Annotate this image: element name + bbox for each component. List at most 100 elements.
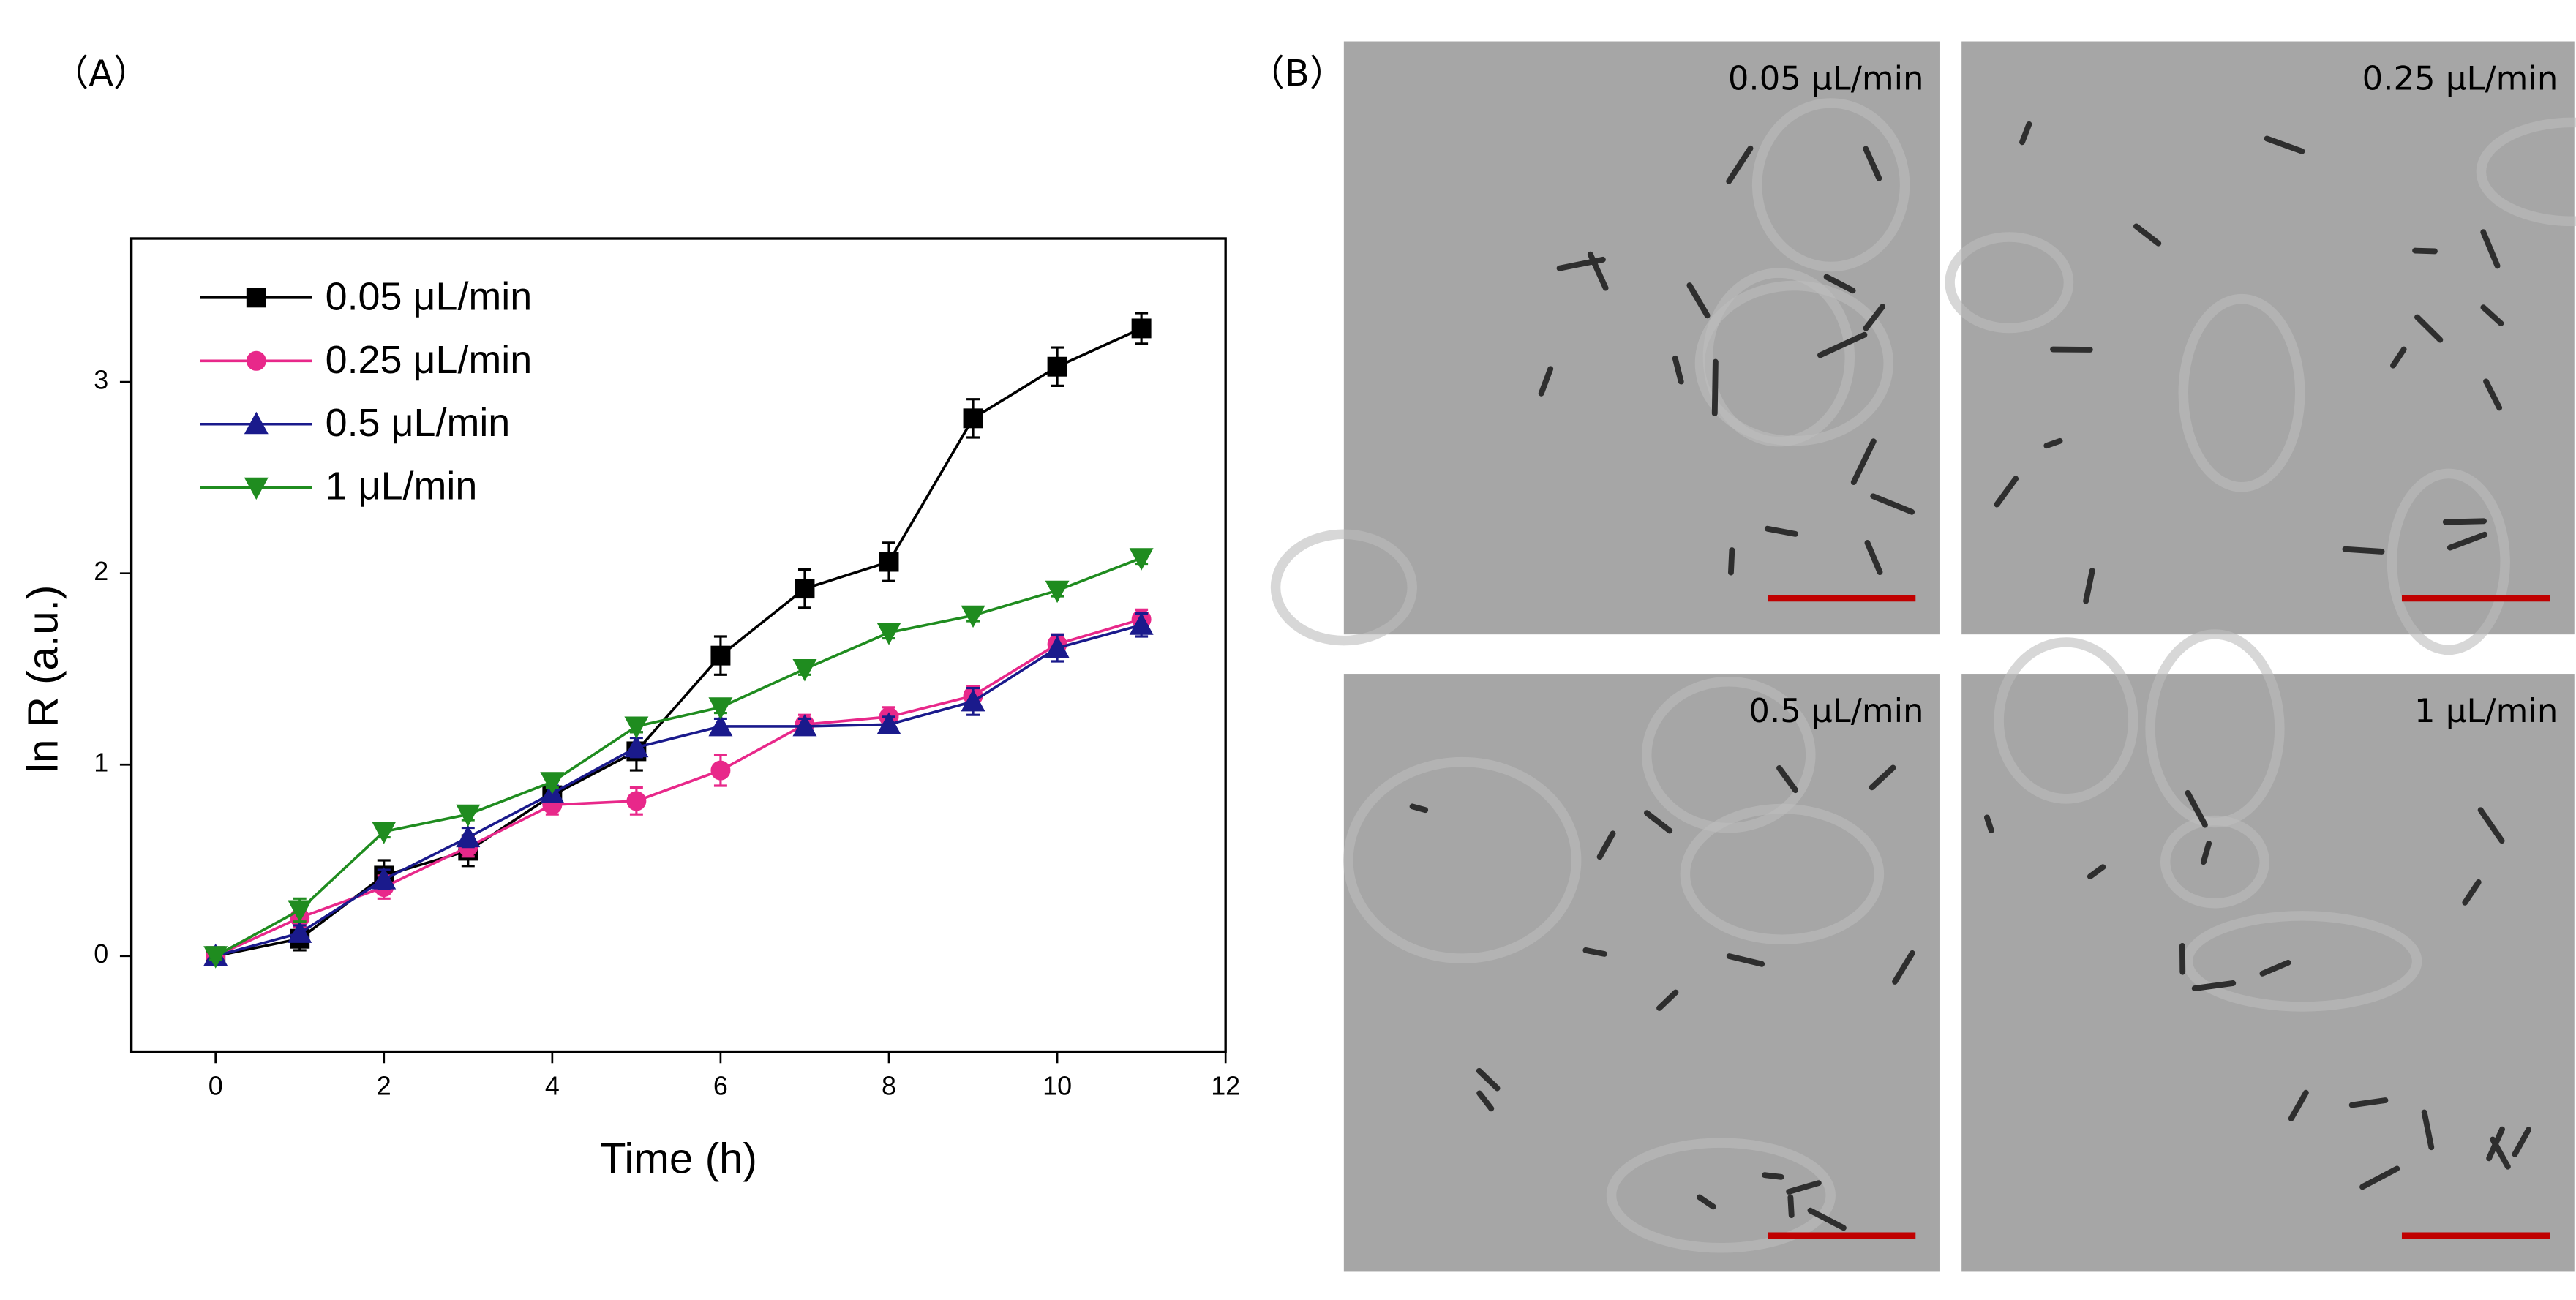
bacterium — [1726, 953, 1765, 967]
x-tick-label: 12 — [1211, 1070, 1240, 1100]
bacterium — [2421, 1109, 2435, 1151]
legend-label: 1 μL/min — [326, 465, 478, 508]
bacterium — [1864, 540, 1883, 575]
marker — [963, 408, 983, 429]
marker — [626, 791, 647, 811]
micrograph-label: 1 μL/min — [2414, 691, 2558, 730]
halo — [1694, 280, 1893, 446]
bacterium — [1787, 1194, 1795, 1219]
marker — [1129, 548, 1154, 571]
marker — [876, 712, 901, 734]
bacterium — [2412, 247, 2438, 255]
bacterium — [2480, 229, 2501, 269]
marker — [708, 713, 733, 737]
bacterium — [2259, 959, 2291, 977]
series-line — [215, 327, 1142, 958]
halo — [1751, 98, 1910, 272]
bacterium — [1711, 358, 1719, 417]
marker — [792, 713, 817, 737]
panel-label: （B） — [1249, 52, 1346, 94]
marker — [372, 867, 397, 890]
bacterium — [2462, 879, 2482, 906]
bacterium — [2083, 568, 2095, 604]
bacterium — [2264, 135, 2305, 154]
halo — [1945, 232, 2074, 334]
y-tick-label: 2 — [94, 556, 108, 586]
legend-label: 0.25 μL/min — [326, 338, 533, 382]
marker — [876, 623, 901, 645]
bacterium — [2191, 980, 2237, 991]
bacterium — [2087, 864, 2106, 879]
y-tick-label: 1 — [94, 748, 108, 778]
bacterium — [1476, 1067, 1501, 1092]
bacterium — [2348, 1097, 2389, 1108]
halo — [1606, 1138, 1836, 1253]
bacterium — [1476, 1090, 1495, 1112]
plot-frame — [129, 237, 1227, 1053]
halo — [2182, 911, 2422, 1012]
marker — [879, 552, 899, 572]
x-tick-label: 4 — [545, 1070, 560, 1100]
x-axis-label: Time (h) — [600, 1135, 757, 1182]
bacterium — [1596, 830, 1616, 860]
bacterium — [1817, 331, 1868, 358]
bacterium — [1672, 355, 1684, 385]
bacterium — [1994, 476, 2019, 508]
marker — [961, 605, 985, 628]
marker — [961, 688, 985, 712]
halo — [1994, 637, 2138, 804]
bacterium — [1863, 304, 1886, 331]
bacterium — [1776, 765, 1799, 794]
micrograph — [1343, 674, 1940, 1272]
bacterium — [1582, 947, 1607, 957]
bacterium — [1686, 282, 1711, 319]
bacterium — [1786, 1180, 1822, 1195]
x-tick-label: 10 — [1043, 1070, 1072, 1100]
bacterium — [2483, 378, 2503, 411]
bacterium — [2480, 304, 2504, 326]
micrograph-label: 0.5 μL/min — [1749, 691, 1923, 730]
panel-label: （A） — [53, 52, 150, 94]
micrograph-label: 0.25 μL/min — [2362, 59, 2558, 97]
bacterium — [1762, 1172, 1784, 1180]
y-axis-label: ln R (a.u.) — [19, 585, 67, 773]
marker — [710, 760, 731, 781]
marker — [624, 734, 649, 758]
micrograph — [1961, 41, 2575, 635]
marker — [710, 645, 731, 666]
marker — [1045, 580, 1070, 604]
bacterium — [1726, 145, 1754, 184]
bacterium — [2490, 1136, 2511, 1170]
halo — [2387, 468, 2510, 655]
x-tick-label: 2 — [377, 1070, 391, 1100]
bacterium — [1656, 989, 1679, 1011]
bacterium — [2133, 223, 2162, 247]
marker — [456, 804, 481, 827]
bacterium — [1538, 366, 1554, 397]
marker — [288, 900, 312, 923]
bacterium — [1728, 547, 1735, 576]
marker — [372, 822, 397, 844]
marker — [1131, 318, 1152, 339]
bacterium — [2200, 840, 2212, 865]
marker — [1047, 356, 1067, 377]
bacterium — [2477, 807, 2505, 844]
marker — [1045, 635, 1070, 658]
bacterium — [1764, 525, 1798, 537]
micrograph-label: 0.05 μL/min — [1728, 59, 1924, 97]
series-line — [214, 617, 1142, 958]
marker — [708, 697, 733, 720]
bacterium — [1823, 274, 1856, 294]
bacterium — [1869, 764, 1896, 791]
bacterium — [1983, 814, 1994, 834]
bacterium — [2019, 121, 2032, 146]
bacterium — [1697, 1194, 1716, 1210]
x-tick-label: 6 — [713, 1070, 728, 1100]
x-tick-label: 8 — [882, 1070, 896, 1100]
halo — [2476, 117, 2576, 227]
legend-label: 0.5 μL/min — [326, 401, 511, 445]
halo — [1343, 756, 1582, 963]
bacterium — [1892, 950, 1915, 985]
bacterium — [2342, 546, 2385, 555]
